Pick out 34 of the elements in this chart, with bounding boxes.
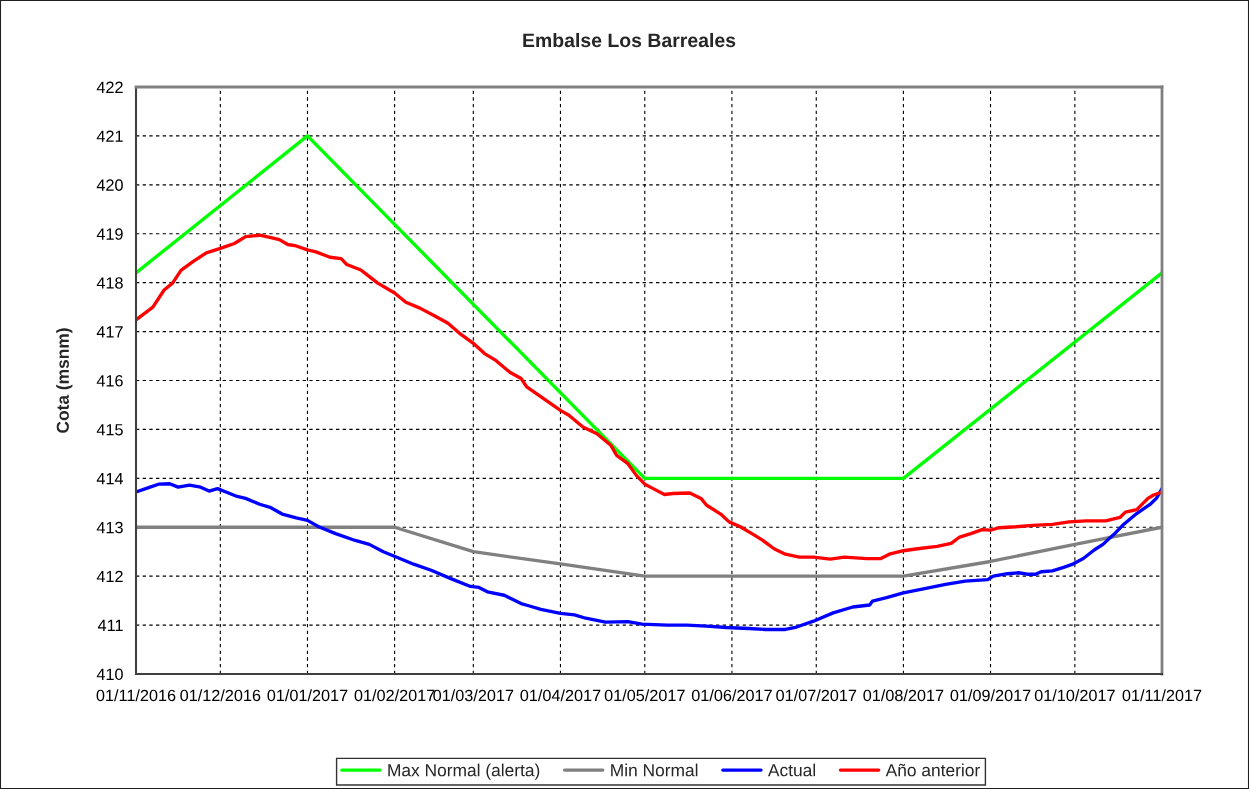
y-tick-label: 417 bbox=[96, 326, 123, 338]
x-tick-label: 01/01/2017 bbox=[267, 689, 348, 702]
x-tick-label: 01/11/2016 bbox=[96, 689, 176, 702]
y-tick-label: 416 bbox=[96, 375, 123, 387]
x-tick-label: 01/12/2016 bbox=[180, 689, 261, 702]
y-tick-label: 418 bbox=[96, 277, 123, 289]
y-tick-label: 414 bbox=[96, 473, 124, 485]
y-tick-label: 411 bbox=[97, 619, 123, 631]
line-series bbox=[136, 233, 1162, 561]
x-tick-label: 01/08/2017 bbox=[863, 689, 944, 702]
line-series bbox=[136, 482, 1162, 632]
y-tick-label: 420 bbox=[96, 179, 123, 191]
legend-label: Max Normal (alerta) bbox=[388, 763, 540, 780]
x-tick-label: 01/10/2017 bbox=[1034, 689, 1115, 702]
x-tick-label: 01/11/2017 bbox=[1122, 689, 1202, 702]
chart-title: Embalse Los Barreales bbox=[523, 32, 736, 48]
y-tick-label: 421 bbox=[96, 130, 123, 142]
y-tick-label: 419 bbox=[96, 228, 123, 240]
x-tick-label: 01/02/2017 bbox=[354, 689, 435, 702]
x-tick-label: 01/04/2017 bbox=[520, 689, 601, 702]
y-axis-title: Cota (msnm) bbox=[56, 328, 73, 433]
x-tick-label: 01/06/2017 bbox=[691, 689, 772, 702]
x-tick-label: 01/03/2017 bbox=[433, 689, 514, 702]
x-tick-label: 01/09/2017 bbox=[950, 689, 1031, 702]
y-tick-label: 422 bbox=[96, 81, 123, 93]
y-tick-label: 412 bbox=[96, 570, 123, 583]
x-tick-label: 01/05/2017 bbox=[604, 689, 685, 702]
legend-label: Min Normal bbox=[611, 763, 698, 777]
legend-label: Año anterior bbox=[885, 763, 980, 777]
x-tick-label: 01/07/2017 bbox=[776, 689, 857, 702]
y-tick-label: 410 bbox=[96, 668, 123, 681]
y-tick-label: 415 bbox=[96, 424, 123, 436]
y-tick-label: 413 bbox=[96, 521, 123, 534]
legend-label: Actual bbox=[767, 763, 816, 777]
